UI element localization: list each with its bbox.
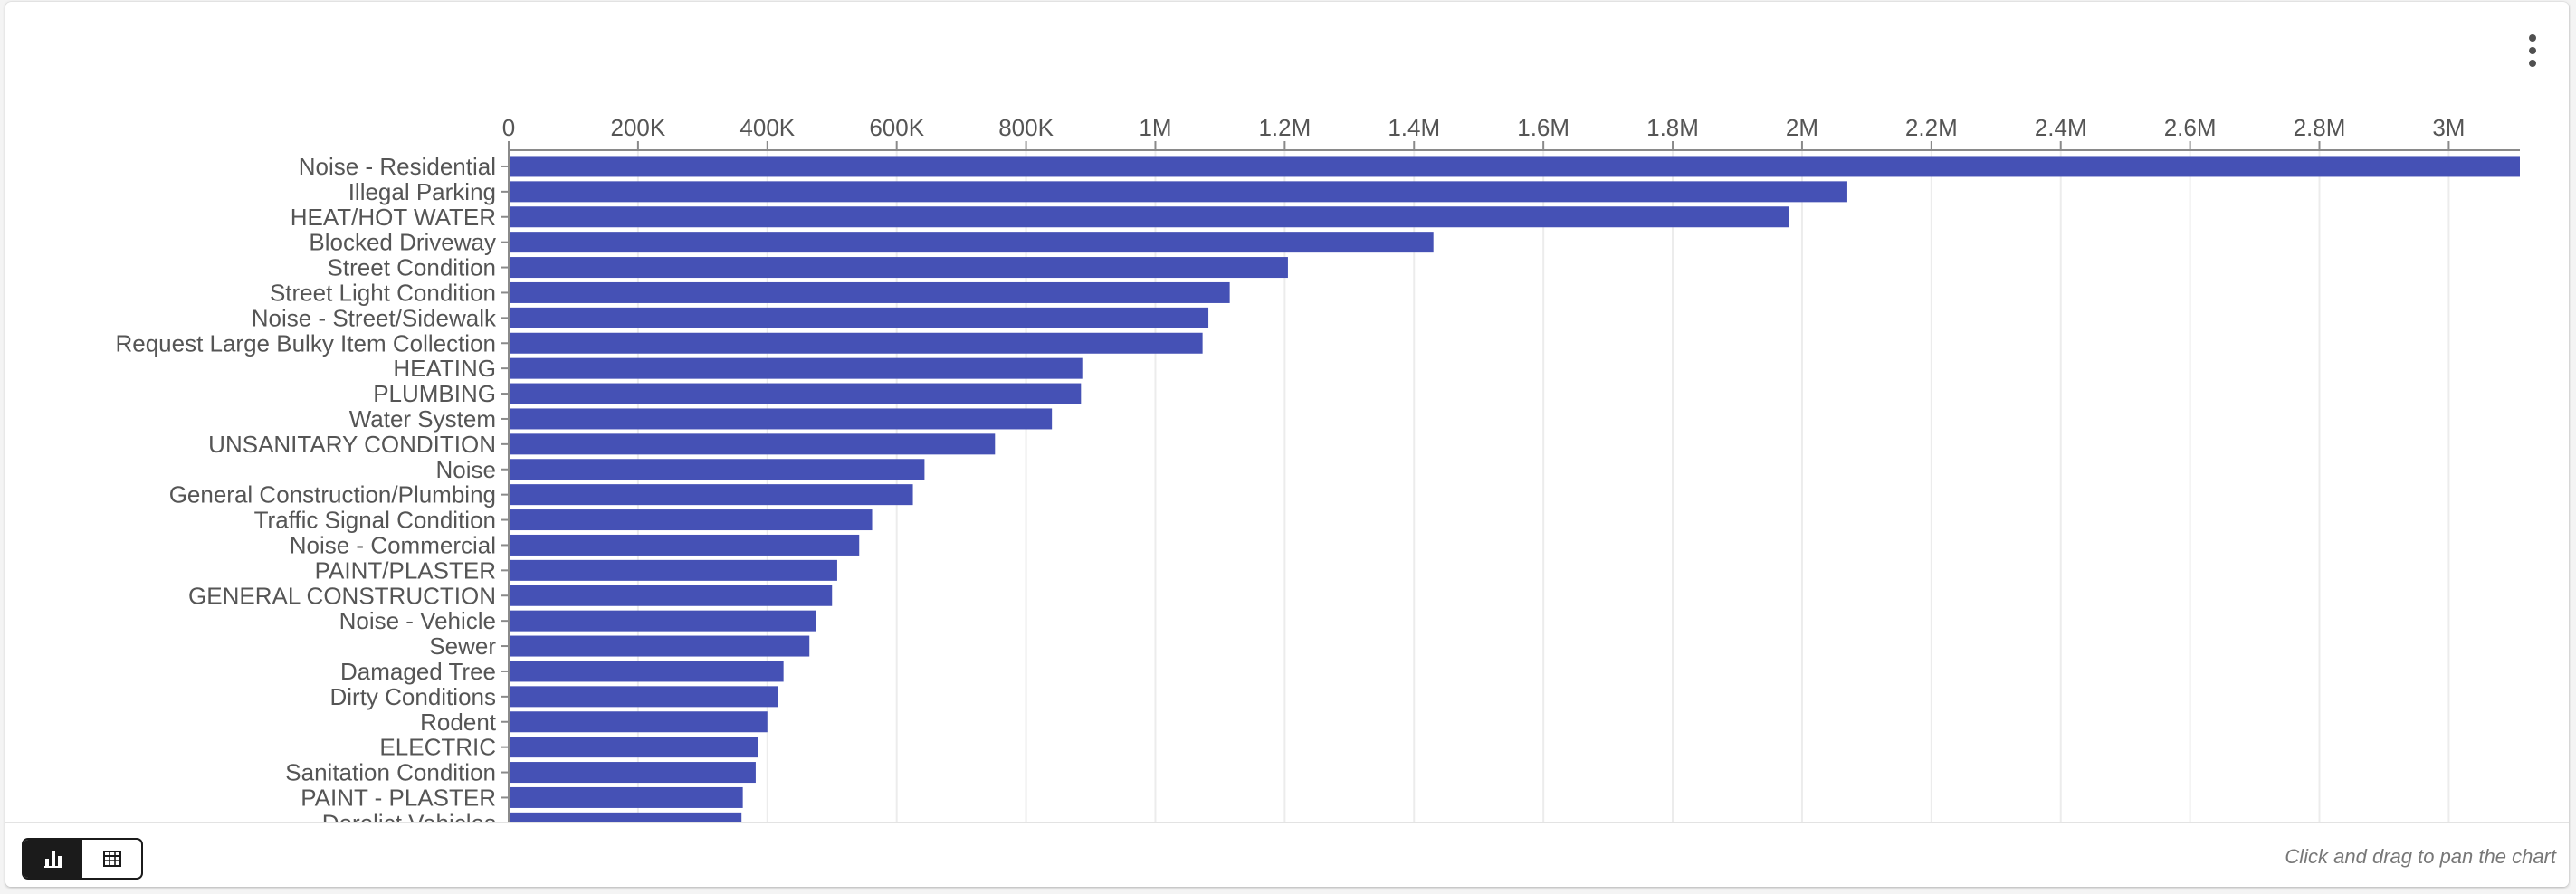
chart-area[interactable]: 0 200K 400K 600K 800K 1M 1.2M 1.4M 1.6M 1.8M 2M 2.2…: [5, 2, 2569, 822]
category-label: Noise - Residential: [299, 153, 496, 180]
x-tick-label: 800K: [998, 114, 1054, 141]
bar: [510, 433, 996, 455]
more-options-button[interactable]: [2514, 29, 2551, 72]
x-tick-label: 3M: [2432, 114, 2465, 141]
bar: [510, 232, 1434, 253]
category-label: ELECTRIC: [379, 734, 496, 761]
chart-card: 0 200K 400K 600K 800K 1M 1.2M 1.4M 1.6M 1.8M 2M 2.2…: [5, 2, 2569, 887]
more-vert-icon-dot: [2529, 47, 2536, 54]
bar: [510, 585, 833, 606]
category-label: Street Condition: [328, 254, 496, 281]
pan-hint-text: Click and drag to pan the chart: [2285, 845, 2556, 868]
bar: [510, 383, 1082, 404]
category-label: Damaged Tree: [340, 658, 496, 685]
x-tick-label: 2.8M: [2294, 114, 2346, 141]
bar: [510, 812, 742, 822]
category-label: Traffic Signal Condition: [254, 507, 496, 534]
x-tick-label: 2M: [1786, 114, 1818, 141]
bar: [510, 762, 756, 784]
bar: [510, 357, 1083, 379]
category-label: PLUMBING: [373, 380, 496, 407]
bar: [510, 610, 816, 632]
x-tick-label: 1.2M: [1258, 114, 1311, 141]
more-vert-icon: [2529, 34, 2536, 42]
category-label: Request Large Bulky Item Collection: [115, 329, 496, 357]
bar: [510, 156, 2520, 177]
more-vert-icon-dot: [2529, 60, 2536, 67]
x-tick-label: 400K: [739, 114, 795, 141]
category-label: Noise - Street/Sidewalk: [252, 304, 497, 331]
bar: [510, 635, 810, 657]
x-tick-label: 1.6M: [1517, 114, 1569, 141]
x-tick-label: 600K: [869, 114, 924, 141]
bar-chart[interactable]: 0 200K 400K 600K 800K 1M 1.2M 1.4M 1.6M 1.8M 2M 2.2…: [5, 2, 2569, 822]
bar: [510, 332, 1203, 354]
bar: [510, 181, 1847, 203]
category-label: UNSANITARY CONDITION: [208, 431, 496, 458]
bar: [510, 661, 784, 682]
bar: [510, 786, 743, 808]
category-label: Noise - Vehicle: [339, 607, 496, 634]
x-tick-label: 0: [502, 114, 515, 141]
category-label: Derelict Vehicles: [322, 809, 496, 822]
category-label: General Construction/Plumbing: [169, 481, 496, 509]
chart-view-button[interactable]: [24, 840, 82, 878]
x-tick-label: 1M: [1139, 114, 1171, 141]
bar: [510, 484, 913, 506]
bar: [510, 737, 758, 758]
chart-footer: Click and drag to pan the chart: [5, 822, 2569, 887]
category-label: PAINT - PLASTER: [301, 784, 496, 811]
table-view-button[interactable]: [82, 840, 141, 878]
category-label: Street Light Condition: [270, 279, 496, 306]
view-toggle: [22, 838, 143, 880]
bar: [510, 408, 1053, 430]
x-tick-label: 2.6M: [2164, 114, 2217, 141]
x-tick-label: 1.4M: [1388, 114, 1440, 141]
bar: [510, 686, 778, 708]
category-label: HEATING: [393, 355, 496, 382]
x-tick-label: 200K: [611, 114, 666, 141]
category-label: Noise: [436, 456, 496, 483]
category-label: Sewer: [429, 632, 496, 660]
table-icon: [102, 851, 121, 867]
category-label: GENERAL CONSTRUCTION: [188, 582, 496, 609]
category-label: Sanitation Condition: [285, 759, 496, 786]
category-label: Blocked Driveway: [309, 229, 496, 256]
x-tick-label: 2.2M: [1905, 114, 1958, 141]
bar: [510, 559, 837, 581]
bar: [510, 534, 860, 556]
category-label: HEAT/HOT WATER: [291, 204, 496, 231]
bar: [510, 257, 1288, 279]
category-label: Illegal Parking: [348, 178, 496, 205]
bar-chart-icon: [43, 851, 62, 868]
bar: [510, 509, 873, 531]
category-label: PAINT/PLASTER: [315, 556, 496, 584]
x-tick-label: 1.8M: [1646, 114, 1699, 141]
category-label: Dirty Conditions: [329, 683, 496, 710]
bar: [510, 711, 768, 733]
category-label: Rodent: [420, 709, 497, 736]
category-label: Water System: [349, 405, 496, 433]
bar: [510, 459, 925, 480]
x-tick-label: 2.4M: [2035, 114, 2087, 141]
bar: [510, 307, 1209, 328]
bar: [510, 206, 1789, 228]
bar: [510, 281, 1230, 303]
category-label: Noise - Commercial: [290, 531, 496, 558]
